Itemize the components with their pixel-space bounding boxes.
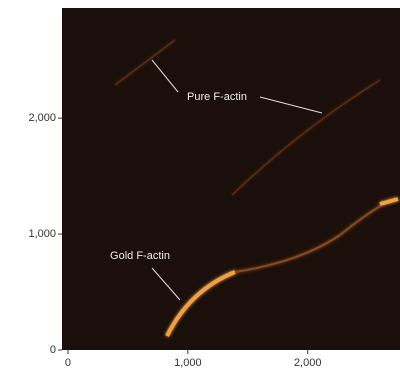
y-tick-label: 2,000 bbox=[28, 112, 56, 124]
y-tick-label: 1,000 bbox=[28, 228, 56, 240]
leader-line bbox=[259, 96, 323, 114]
x-tick-label: 1,000 bbox=[174, 357, 202, 369]
annotation: Pure F-actin bbox=[187, 91, 247, 103]
leader-line bbox=[151, 267, 181, 301]
pure-filament bbox=[114, 39, 176, 86]
gold-filament bbox=[165, 270, 236, 337]
x-tick-label: 2,000 bbox=[294, 357, 322, 369]
annotation: Gold F-actin bbox=[110, 250, 170, 262]
x-tick-label: 0 bbox=[65, 357, 71, 369]
y-tick-label: 0 bbox=[50, 344, 56, 356]
filaments bbox=[114, 39, 399, 337]
gold-filament bbox=[234, 204, 383, 273]
image-panel bbox=[62, 8, 400, 350]
gold-filament bbox=[379, 197, 399, 206]
leader-lines bbox=[151, 59, 323, 301]
pure-filament bbox=[231, 79, 381, 196]
leader-line bbox=[151, 59, 179, 93]
